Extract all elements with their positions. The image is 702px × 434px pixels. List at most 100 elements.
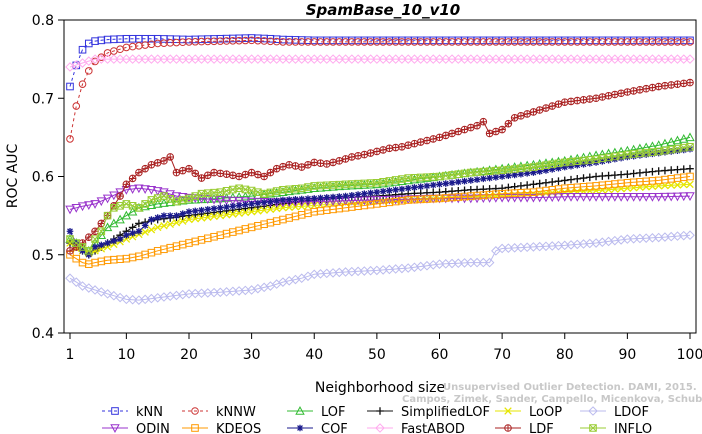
data-point	[203, 195, 213, 204]
data-point	[398, 196, 406, 205]
data-point	[154, 214, 161, 221]
data-point	[210, 188, 218, 197]
data-point	[460, 169, 469, 178]
legend: kNN kNNW LOF SimplifiedLOF LoOP LDOF ODIN KDEOS…	[102, 405, 652, 434]
data-point	[242, 201, 249, 208]
data-point	[392, 186, 399, 194]
data-point	[367, 189, 374, 197]
data-point	[616, 193, 626, 202]
data-point	[366, 149, 375, 157]
data-point	[115, 54, 125, 64]
data-point	[530, 169, 537, 176]
data-point	[116, 192, 124, 200]
data-point	[316, 159, 325, 167]
data-point	[603, 193, 614, 202]
data-point	[592, 155, 600, 164]
x-tick-label: 80	[556, 347, 574, 363]
x-tick-label: 10	[117, 347, 135, 363]
data-point	[272, 164, 281, 173]
data-point	[667, 145, 676, 154]
data-point	[686, 145, 694, 153]
data-point	[354, 191, 362, 198]
data-point	[141, 222, 149, 229]
data-point	[216, 169, 225, 178]
data-point	[98, 241, 105, 249]
data-point	[535, 162, 544, 170]
data-point	[503, 193, 514, 203]
y-tick-label: 0.4	[32, 326, 54, 342]
data-point	[661, 146, 669, 155]
data-point	[215, 54, 226, 64]
data-point	[122, 200, 131, 208]
data-point	[209, 54, 219, 64]
data-point	[97, 53, 106, 61]
data-point	[84, 67, 93, 75]
data-point	[373, 147, 381, 156]
data-point	[127, 54, 138, 64]
data-point	[348, 191, 356, 199]
data-point	[129, 229, 136, 237]
data-point	[417, 183, 425, 190]
data-point	[153, 159, 162, 167]
data-point	[83, 283, 94, 293]
data-point	[585, 173, 594, 182]
data-point	[147, 225, 156, 234]
data-point	[548, 160, 557, 169]
data-point	[191, 214, 200, 223]
data-point	[365, 54, 376, 64]
data-point	[321, 54, 332, 64]
legend-label: COF	[321, 422, 348, 434]
data-point	[466, 54, 476, 64]
data-point	[202, 54, 213, 64]
data-point	[642, 84, 650, 93]
data-point	[429, 135, 438, 143]
data-point	[579, 174, 588, 182]
data-point	[597, 193, 608, 202]
data-point	[478, 166, 489, 175]
data-point	[297, 163, 306, 171]
data-point	[448, 171, 456, 179]
data-point	[673, 144, 682, 153]
data-point	[498, 125, 506, 134]
data-point	[573, 175, 582, 183]
data-point	[429, 181, 437, 189]
data-point	[260, 189, 268, 198]
data-point	[152, 198, 163, 208]
data-point	[423, 182, 431, 190]
data-point	[240, 197, 251, 207]
data-point	[84, 247, 93, 255]
data-point	[647, 54, 658, 64]
data-point	[548, 178, 557, 186]
data-point	[228, 54, 238, 64]
data-point	[134, 54, 144, 64]
data-point	[234, 192, 244, 201]
data-point	[473, 176, 481, 183]
data-point	[523, 163, 531, 172]
data-point	[160, 212, 168, 219]
chart-title: SpamBase_10_v10	[306, 1, 460, 19]
data-point	[204, 206, 212, 213]
data-point	[555, 164, 562, 172]
data-point	[623, 88, 632, 96]
data-point	[72, 254, 81, 263]
data-point	[547, 193, 557, 203]
data-point	[171, 54, 182, 64]
data-point	[172, 168, 181, 177]
data-point	[185, 164, 193, 173]
data-point	[648, 148, 657, 156]
data-point	[372, 54, 382, 64]
data-point	[636, 149, 644, 158]
data-point	[110, 237, 118, 245]
data-point	[572, 193, 583, 202]
data-point	[415, 173, 426, 183]
data-point	[654, 82, 663, 91]
data-point	[304, 195, 312, 203]
legend-item-lof: LOF	[287, 405, 346, 420]
data-point	[140, 185, 150, 194]
data-point	[216, 188, 225, 196]
data-point	[229, 202, 237, 210]
data-point	[666, 192, 676, 202]
legend-item-simplifiedlof: SimplifiedLOF	[367, 405, 490, 420]
data-point	[160, 222, 168, 230]
data-point	[360, 150, 369, 159]
